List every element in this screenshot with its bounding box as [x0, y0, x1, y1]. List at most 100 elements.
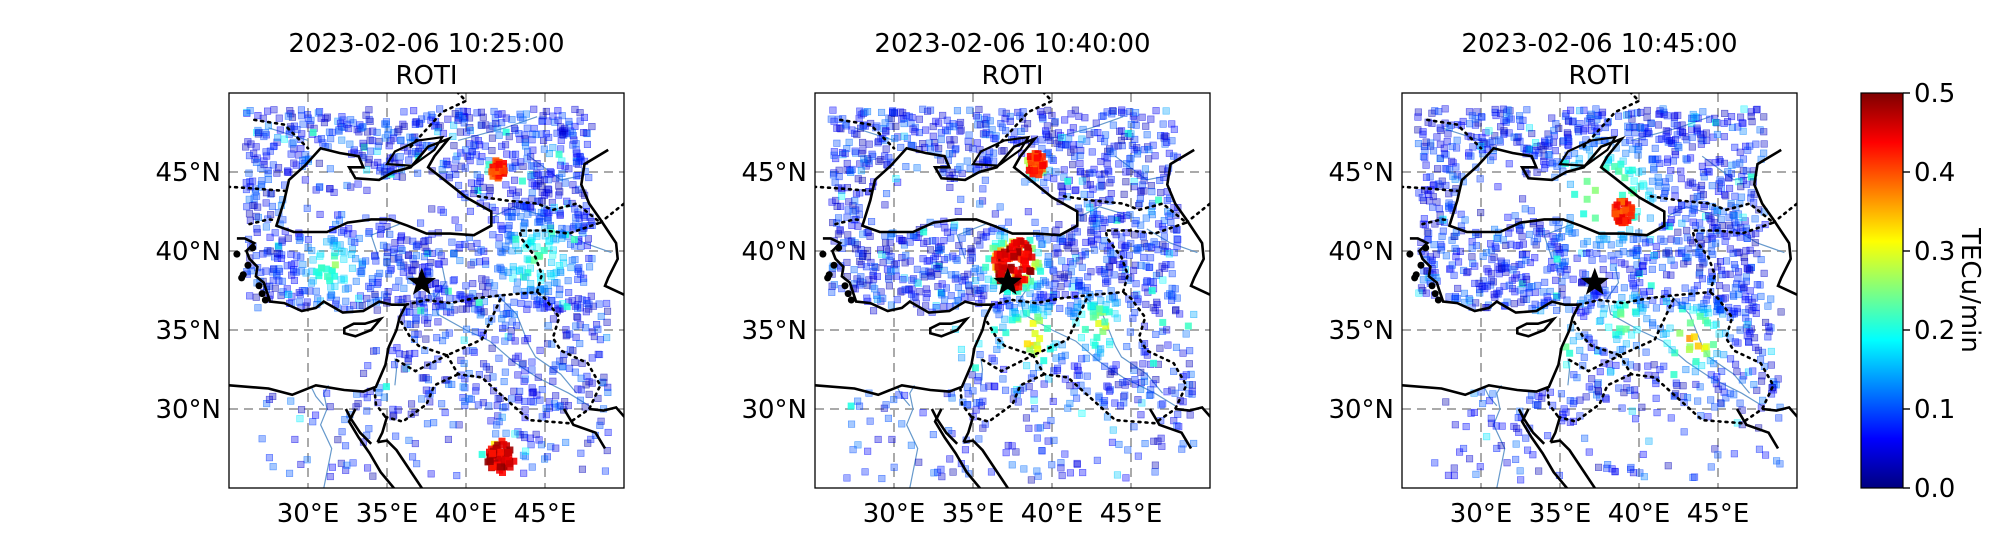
roti-marker [1078, 355, 1086, 363]
roti-marker [884, 414, 893, 422]
roti-marker [406, 320, 414, 329]
roti-marker [555, 182, 563, 190]
roti-marker [1678, 219, 1686, 227]
roti-marker [1132, 245, 1140, 253]
roti-marker [1685, 345, 1693, 354]
roti-marker [411, 330, 419, 339]
roti-marker [473, 109, 481, 117]
roti-marker [1035, 363, 1043, 371]
roti-marker [540, 304, 548, 312]
roti-marker [523, 305, 531, 313]
roti-marker [1050, 267, 1058, 275]
roti-marker [1429, 203, 1437, 211]
roti-marker [1071, 106, 1079, 114]
roti-marker [1422, 138, 1430, 146]
roti-marker [1110, 368, 1118, 376]
roti-marker [1156, 176, 1164, 184]
roti-marker [1009, 308, 1017, 317]
roti-marker [555, 261, 563, 270]
roti-marker [1038, 111, 1046, 119]
roti-marker [1460, 444, 1468, 453]
roti-marker [1489, 278, 1497, 286]
roti-marker [359, 369, 368, 378]
roti-marker [1423, 186, 1431, 194]
roti-marker [545, 209, 553, 217]
roti-marker [1179, 349, 1187, 357]
roti-marker [592, 320, 601, 329]
roti-marker [1001, 386, 1010, 394]
roti-marker [1650, 361, 1658, 369]
roti-marker [450, 121, 458, 129]
roti-marker [495, 234, 503, 242]
roti-marker [1756, 126, 1764, 134]
roti-marker [971, 364, 980, 372]
roti-marker [373, 128, 381, 136]
roti-marker [1596, 368, 1604, 376]
roti-marker [1710, 218, 1718, 226]
roti-marker [255, 128, 263, 136]
roti-marker [512, 162, 520, 170]
roti-marker [432, 289, 440, 297]
roti-marker [1487, 419, 1495, 427]
roti-marker [1531, 254, 1539, 262]
roti-marker [1772, 381, 1780, 389]
roti-marker [851, 245, 860, 253]
roti-marker [1127, 130, 1135, 138]
roti-marker [1147, 254, 1155, 262]
roti-marker-high [489, 449, 496, 457]
roti-marker [1681, 284, 1689, 292]
roti-marker [576, 117, 584, 125]
coastline [589, 405, 624, 419]
roti-marker [1043, 122, 1051, 130]
roti-marker [315, 183, 324, 191]
roti-marker [1179, 440, 1187, 448]
roti-marker [266, 147, 274, 155]
roti-marker [397, 136, 405, 144]
roti-marker [1752, 343, 1760, 352]
roti-marker [1147, 391, 1155, 399]
roti-marker [527, 204, 535, 212]
roti-marker [839, 115, 847, 123]
roti-marker [1565, 117, 1573, 125]
roti-marker [505, 222, 513, 230]
roti-marker [1758, 377, 1766, 385]
roti-marker [262, 131, 270, 139]
roti-marker [323, 272, 332, 281]
roti-marker [1537, 142, 1545, 150]
roti-marker [1553, 162, 1561, 170]
roti-marker [250, 194, 258, 202]
roti-marker [1047, 416, 1055, 425]
roti-marker [957, 126, 965, 134]
roti-marker [882, 401, 890, 409]
roti-marker [1725, 221, 1733, 229]
roti-marker [349, 301, 358, 309]
roti-marker [574, 211, 582, 219]
roti-marker [547, 169, 555, 177]
roti-marker [1707, 463, 1715, 471]
roti-marker [1126, 168, 1134, 176]
roti-marker [534, 218, 542, 226]
roti-marker [1672, 379, 1680, 387]
roti-marker [507, 333, 515, 342]
roti-marker [444, 435, 453, 444]
roti-marker [1615, 250, 1623, 258]
roti-marker [1158, 262, 1166, 270]
roti-marker [1477, 209, 1485, 217]
roti-marker [576, 396, 585, 404]
roti-marker [1434, 165, 1442, 173]
roti-marker [1713, 350, 1721, 358]
roti-marker [881, 239, 890, 247]
roti-marker-high [994, 263, 1002, 271]
roti-marker [940, 237, 948, 245]
roti-marker [1653, 409, 1661, 417]
roti-marker [882, 190, 891, 198]
roti-marker [1688, 239, 1696, 247]
roti-marker [537, 182, 545, 190]
roti-marker [1021, 178, 1029, 186]
roti-marker [301, 176, 309, 184]
roti-marker [1140, 177, 1148, 185]
roti-marker [409, 267, 417, 275]
roti-marker [898, 420, 906, 428]
roti-marker [254, 112, 262, 120]
roti-marker [1131, 261, 1139, 269]
